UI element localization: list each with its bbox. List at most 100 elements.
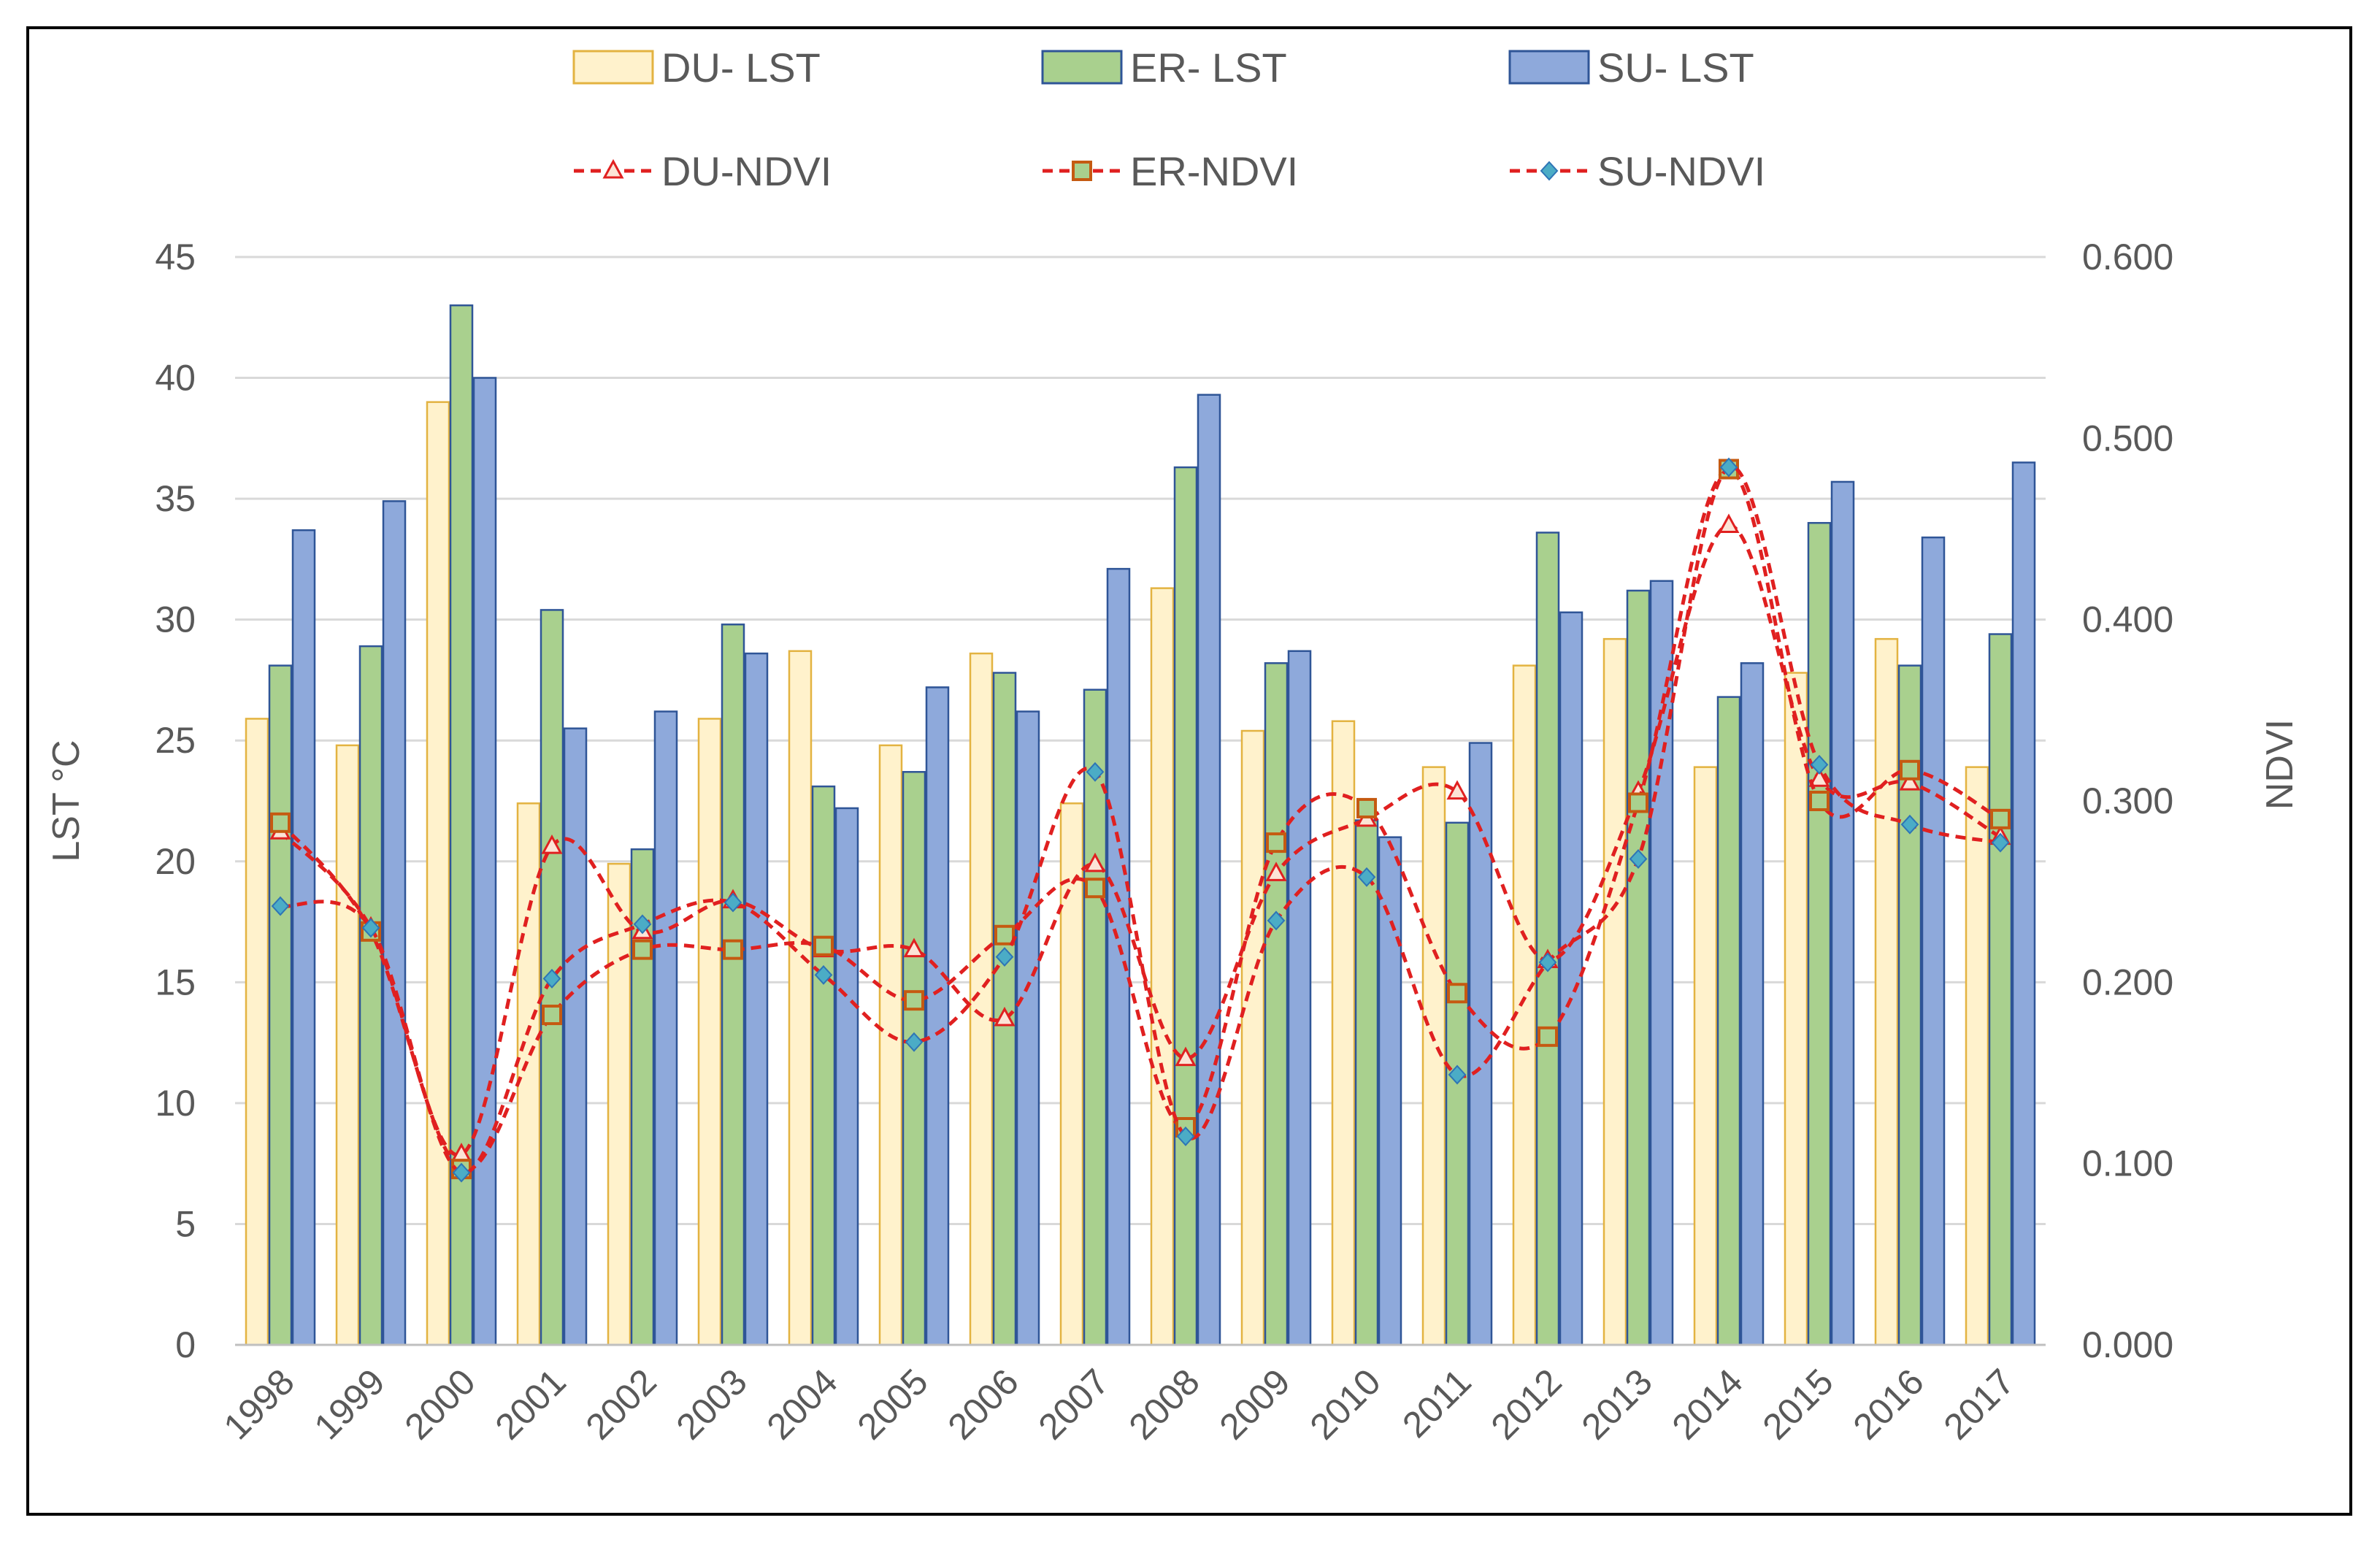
marker-du-ndvi (1084, 852, 1106, 872)
x-tick-label: 2005 (850, 1361, 936, 1447)
marker-er-ndvi (723, 939, 743, 960)
marker-su-ndvi (814, 964, 833, 985)
legend-label-su-lst: SU- LST (1597, 45, 1754, 91)
y2-tick-label: 0.500 (2082, 418, 2173, 459)
marker-er-ndvi (270, 812, 291, 833)
bar-su-lst (1921, 536, 1946, 1346)
bar-su-lst (1740, 662, 1765, 1346)
marker-er-ndvi (1628, 792, 1648, 813)
bar-su-lst (472, 377, 497, 1346)
bar-su-lst (1197, 394, 1221, 1346)
bar-su-lst (382, 500, 407, 1346)
marker-du-ndvi (1808, 767, 1830, 787)
line-series (269, 457, 2011, 1183)
y-tick-label: 45 (155, 237, 196, 277)
bar-du-lst (1693, 766, 1718, 1346)
bar-su-lst (563, 727, 588, 1346)
marker-er-ndvi (1356, 797, 1377, 818)
marker-su-ndvi (1267, 910, 1286, 931)
marker-su-ndvi (361, 918, 380, 938)
bar-du-lst (878, 744, 903, 1346)
marker-er-ndvi (1447, 983, 1467, 1004)
bar-su-lst (1016, 710, 1040, 1346)
bar-du-lst (1602, 637, 1627, 1346)
bar-er-lst (1173, 466, 1198, 1346)
y2-tick-label: 0.100 (2082, 1143, 2173, 1184)
line-du-ndvi (279, 523, 2002, 1157)
bar-series (245, 304, 2036, 1346)
legend-label-er-lst: ER- LST (1130, 45, 1287, 91)
bar-su-lst (2011, 461, 2036, 1346)
bar-du-lst (1059, 802, 1084, 1346)
marker-su-ndvi (995, 947, 1014, 967)
marker-du-ndvi (1718, 513, 1740, 534)
y-tick-label: 35 (155, 478, 196, 519)
marker-er-ndvi (994, 924, 1015, 945)
bar-er-lst (1807, 521, 1832, 1346)
marker-er-ndvi (1266, 832, 1286, 854)
bar-du-lst (697, 718, 722, 1346)
marker-du-ndvi (994, 1006, 1016, 1027)
bar-su-lst (1830, 480, 1855, 1346)
chart-frame (26, 26, 2352, 1516)
x-tick-label: 2000 (397, 1361, 483, 1447)
x-tick-label: 2011 (1394, 1361, 1479, 1446)
marker-su-ndvi (905, 1032, 924, 1052)
marker-su-ndvi (1900, 814, 1919, 835)
marker-su-ndvi (452, 1162, 471, 1183)
bar-er-lst (268, 664, 293, 1346)
marker-su-ndvi (1086, 762, 1105, 782)
marker-su-ndvi (1448, 1065, 1467, 1085)
bar-er-lst (1626, 589, 1651, 1346)
bar-du-lst (426, 401, 450, 1346)
marker-su-ndvi (1538, 952, 1557, 973)
y-tick-label: 25 (155, 720, 196, 761)
marker-er-ndvi (542, 1005, 562, 1026)
marker-su-ndvi (271, 896, 290, 916)
marker-du-ndvi (903, 937, 925, 958)
marker-er-ndvi (1990, 808, 2011, 829)
bar-su-lst (1106, 567, 1131, 1346)
marker-su-ndvi (1629, 848, 1648, 869)
bar-er-lst (902, 771, 926, 1346)
bar-du-lst (1512, 664, 1537, 1346)
y-tick-label: 30 (155, 599, 196, 640)
bar-er-lst (1988, 633, 2013, 1346)
legend-marker-su-ndvi (1540, 161, 1559, 181)
x-tick-label: 2007 (1031, 1361, 1117, 1447)
bar-er-lst (1264, 662, 1289, 1346)
marker-su-ndvi (1719, 457, 1738, 477)
x-tick-label: 2017 (1936, 1361, 2022, 1447)
marker-su-ndvi (1176, 1126, 1195, 1146)
legend-label-du-ndvi: DU-NDVI (661, 148, 832, 194)
bar-su-lst (834, 807, 859, 1346)
bar-su-lst (744, 652, 769, 1346)
gridlines (235, 256, 2046, 1346)
marker-du-ndvi (541, 834, 563, 854)
x-tick-label: 2006 (940, 1361, 1026, 1447)
bar-su-lst (291, 529, 316, 1346)
legend-label-du-lst: DU- LST (661, 45, 821, 91)
y2-tick-label: 0.600 (2082, 237, 2173, 277)
y-tick-label: 5 (175, 1203, 196, 1244)
bar-er-lst (449, 304, 474, 1346)
x-tick-label: 2013 (1574, 1361, 1660, 1447)
bar-du-lst (1784, 672, 1808, 1346)
marker-du-ndvi (1446, 780, 1468, 800)
marker-du-ndvi (1265, 862, 1287, 881)
bar-su-lst (1468, 742, 1493, 1346)
bar-du-lst (1874, 637, 1899, 1346)
bar-er-lst (1535, 532, 1560, 1346)
bar-du-lst (607, 862, 632, 1346)
x-tick-label: 2008 (1121, 1361, 1208, 1447)
bar-du-lst (516, 802, 541, 1346)
x-tick-label: 2016 (1846, 1361, 1932, 1447)
y-tick-label: 10 (155, 1083, 196, 1124)
marker-su-ndvi (723, 892, 742, 913)
bar-su-lst (1378, 836, 1402, 1346)
marker-du-ndvi (1899, 771, 1921, 791)
x-tick-label: 1998 (216, 1361, 302, 1447)
marker-er-ndvi (1809, 791, 1830, 811)
marker-er-ndvi (813, 935, 834, 956)
